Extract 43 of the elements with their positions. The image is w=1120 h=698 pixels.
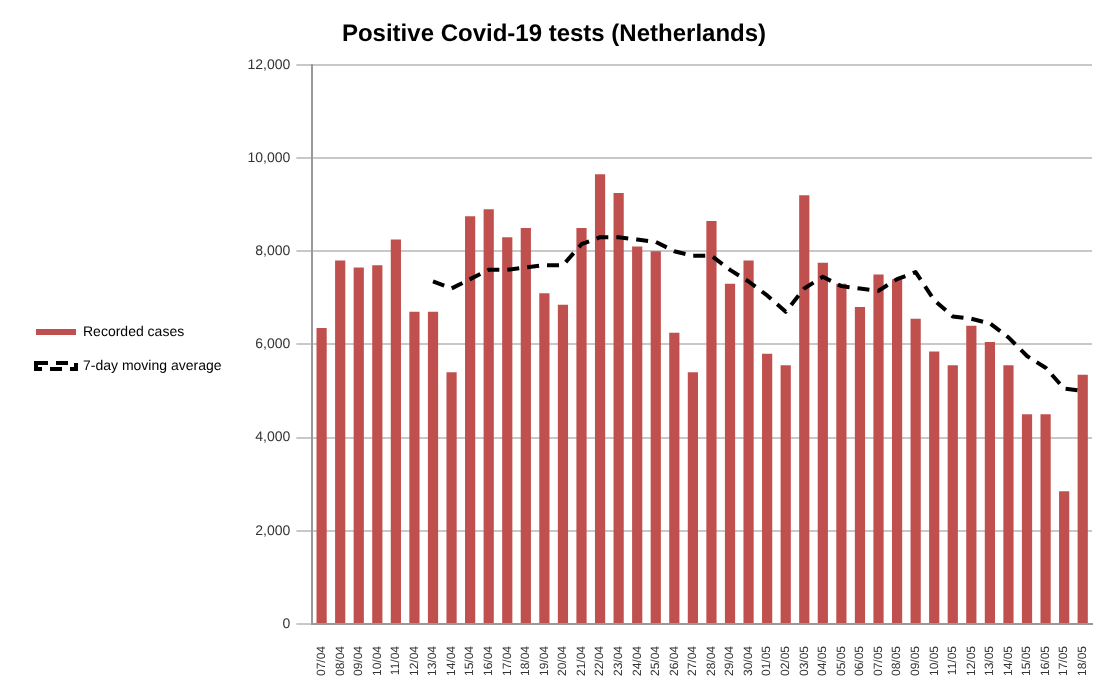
bar bbox=[1077, 374, 1088, 623]
bar bbox=[613, 192, 624, 623]
bar bbox=[724, 283, 736, 623]
bar bbox=[687, 372, 698, 623]
bar bbox=[557, 304, 569, 623]
bar bbox=[1003, 365, 1014, 623]
bar bbox=[335, 260, 346, 623]
bar bbox=[390, 239, 401, 623]
bar bbox=[836, 283, 847, 623]
bar bbox=[316, 328, 327, 623]
bar bbox=[446, 372, 457, 623]
bar bbox=[947, 365, 958, 623]
bar bbox=[966, 325, 977, 623]
bar bbox=[762, 353, 773, 623]
bar bbox=[502, 237, 513, 623]
bar bbox=[1040, 414, 1051, 623]
bar bbox=[929, 351, 940, 623]
bar bbox=[353, 267, 364, 623]
bar bbox=[817, 262, 828, 623]
bar bbox=[483, 209, 494, 623]
bar bbox=[984, 342, 996, 623]
chart-title: Positive Covid-19 tests (Netherlands) bbox=[341, 19, 767, 48]
bar bbox=[372, 265, 383, 623]
bar bbox=[873, 274, 884, 623]
bar bbox=[1021, 414, 1033, 623]
bar bbox=[669, 332, 680, 623]
bar bbox=[910, 318, 921, 623]
bar bbox=[891, 279, 903, 623]
bar bbox=[409, 311, 420, 623]
bar bbox=[576, 227, 587, 623]
bar bbox=[706, 220, 717, 623]
bar bbox=[427, 311, 439, 623]
bar bbox=[1059, 491, 1070, 623]
bar bbox=[854, 307, 866, 623]
bar bbox=[465, 216, 476, 623]
bar bbox=[799, 195, 810, 623]
bar bbox=[520, 227, 531, 623]
bar bbox=[539, 293, 550, 623]
bar bbox=[780, 365, 791, 623]
bar bbox=[594, 174, 606, 623]
bar bbox=[632, 246, 643, 623]
bar bbox=[743, 260, 754, 623]
bar bbox=[650, 251, 661, 623]
